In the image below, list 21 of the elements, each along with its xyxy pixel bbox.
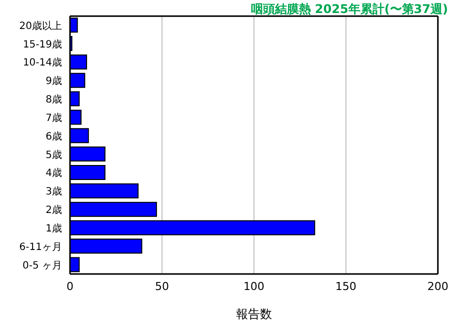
y-tick-label: 6-11ヶ月 (19, 242, 62, 253)
y-tick-label: 4歳 (46, 167, 62, 180)
y-tick-label: 7歳 (46, 112, 62, 124)
x-tick-label: 50 (154, 280, 169, 293)
y-tick-label: 8歳 (46, 94, 62, 106)
y-tick-label: 0-5 ヶ月 (22, 260, 62, 272)
y-tick-label: 10-14歳 (22, 56, 62, 69)
y-tick-label: 15-19歳 (22, 38, 62, 50)
x-tick-label: 150 (335, 280, 356, 293)
y-tick-label: 1歳 (46, 222, 62, 234)
x-tick-label: 100 (243, 280, 264, 293)
y-tick-label: 2歳 (46, 204, 62, 216)
chart-title: 咽頭結膜熱 2025年累計(〜第37週) (250, 1, 448, 18)
x-tick-label: 0 (66, 280, 74, 293)
y-tick-label: 20歳以上 (19, 20, 62, 32)
y-tick-label: 5歳 (46, 148, 62, 161)
y-tick-label: 9歳 (46, 75, 62, 88)
x-tick-label: 200 (427, 280, 448, 293)
x-axis-title: 報告数 (236, 307, 272, 320)
y-tick-label: 3歳 (46, 186, 62, 198)
y-tick-label: 6歳 (46, 130, 62, 142)
